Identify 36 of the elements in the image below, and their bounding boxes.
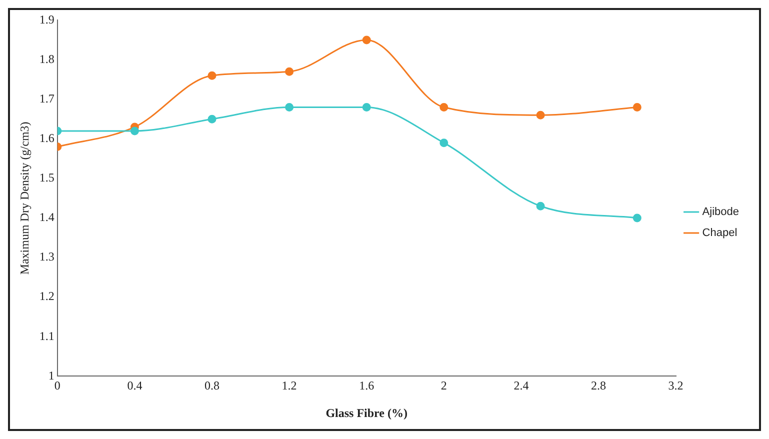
y-tick-label: 1.6 — [39, 131, 54, 146]
point — [285, 102, 294, 112]
point — [362, 36, 371, 44]
y-tick-label: 1.8 — [39, 52, 54, 66]
x-axis-title: Glass Fibre (%) — [326, 406, 408, 420]
x-tick-label: 2.8 — [591, 378, 606, 393]
x-tick-label: 0 — [54, 378, 60, 393]
point — [285, 67, 294, 76]
x-tick-label: 1.2 — [282, 378, 297, 393]
y-tick-label: 1.2 — [39, 289, 54, 304]
point — [130, 126, 139, 136]
y-tick-label: 1.7 — [39, 91, 54, 106]
y-tick-label: 1 — [48, 368, 54, 382]
y-tick-label: 1.9 — [39, 12, 54, 26]
point — [536, 110, 545, 120]
point — [208, 71, 216, 80]
y-tick-label: 1.5 — [39, 170, 54, 185]
x-tick-label: 2 — [440, 378, 447, 393]
legend-label: Chapel — [702, 227, 738, 240]
point — [536, 202, 545, 210]
x-tick-label: 2.4 — [514, 378, 529, 393]
point — [632, 214, 642, 222]
y-axis-title: Maximum Dry Density (g/cm3) — [17, 122, 32, 275]
point — [632, 102, 642, 112]
x-tick-label: 0.4 — [127, 378, 142, 393]
legend-label: Ajibode — [702, 206, 740, 218]
x-tick-label: 1.6 — [359, 378, 374, 393]
point — [440, 102, 448, 112]
point — [362, 102, 371, 112]
point — [440, 138, 448, 148]
y-tick-label: 1.1 — [39, 328, 54, 343]
point — [208, 114, 216, 124]
x-tick-label: 0.8 — [204, 378, 220, 393]
y-tick-label: 1.4 — [39, 210, 54, 224]
y-tick-label: 1.3 — [39, 250, 54, 264]
x-tick-label: 3.2 — [668, 378, 684, 393]
